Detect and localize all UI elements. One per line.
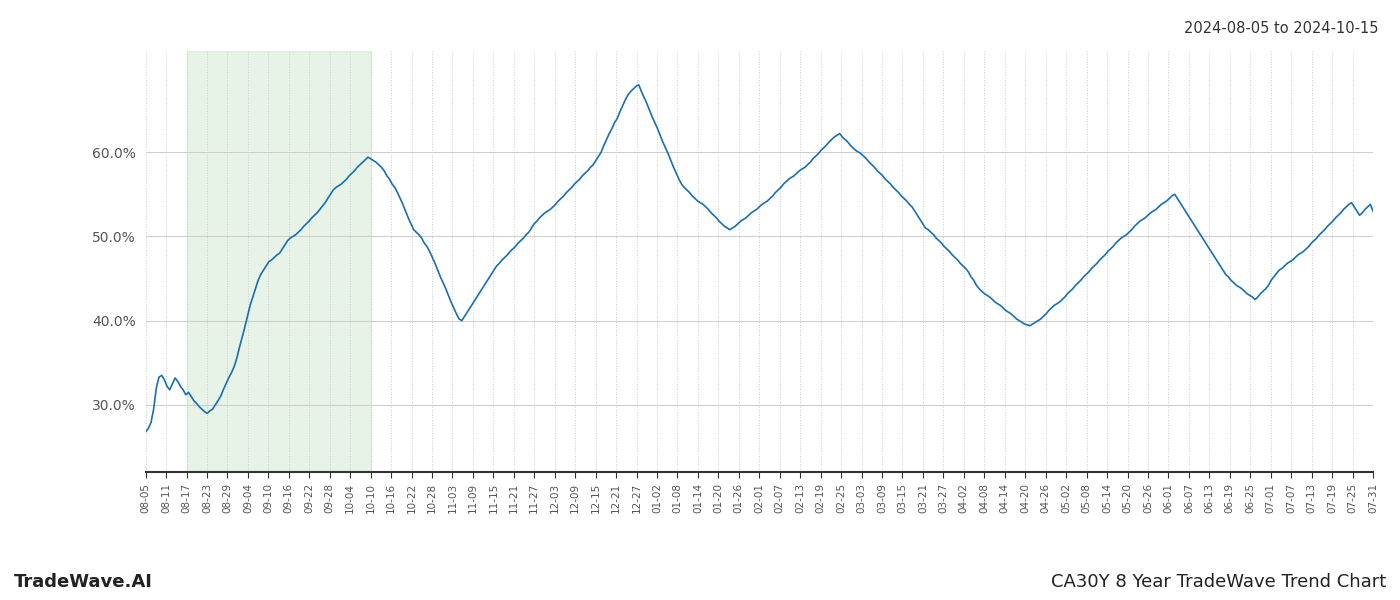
Text: TradeWave.AI: TradeWave.AI — [14, 573, 153, 591]
Bar — [186, 51, 371, 472]
Text: 2024-08-05 to 2024-10-15: 2024-08-05 to 2024-10-15 — [1184, 21, 1379, 36]
Text: CA30Y 8 Year TradeWave Trend Chart: CA30Y 8 Year TradeWave Trend Chart — [1051, 573, 1386, 591]
